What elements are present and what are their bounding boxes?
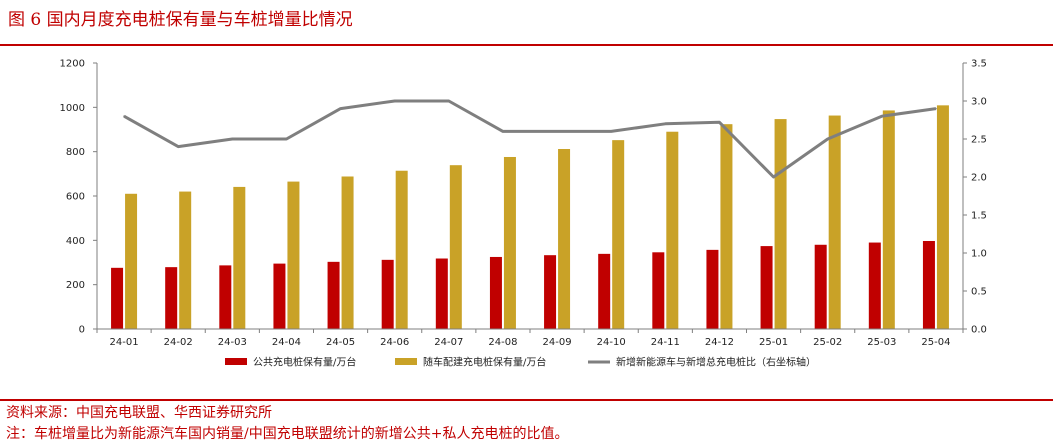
- bar-public: [435, 258, 448, 329]
- x-tick-label: 24-07: [434, 337, 463, 348]
- bar-public: [598, 253, 611, 329]
- bar-public: [273, 263, 286, 329]
- right-tick-label: 3.0: [971, 97, 987, 108]
- x-tick-label: 25-02: [813, 337, 842, 348]
- legend: 公共充电桩保有量/万台 随车配建充电桩保有量/万台 新增新能源车与新增总充电桩比（右…: [225, 356, 816, 369]
- bar-public: [814, 244, 827, 329]
- x-tick-label: 24-12: [705, 337, 734, 348]
- figure-title: 图 6 国内月度充电桩保有量与车桩增量比情况: [8, 10, 353, 30]
- x-tick-label: 25-03: [867, 337, 896, 348]
- right-axis: 0.0 0.5 1.0 1.5 2.0 2.5 3.0 3.5: [962, 59, 987, 336]
- legend-private-label: 随车配建充电桩保有量/万台: [423, 356, 546, 369]
- x-tick-label: 24-09: [543, 337, 572, 348]
- x-tick-label: 24-06: [380, 337, 409, 348]
- ratio-line: [123, 99, 937, 179]
- ratio-point: [502, 130, 504, 133]
- x-tick-label: 24-05: [326, 337, 355, 348]
- left-tick-label: 400: [66, 236, 85, 247]
- x-tick-label: 24-10: [597, 337, 626, 348]
- ratio-point: [556, 130, 558, 133]
- right-tick-label: 0.0: [971, 325, 987, 336]
- bar-public: [165, 267, 178, 329]
- bar-private: [449, 165, 462, 329]
- bar-public: [219, 265, 232, 329]
- bar-private: [503, 156, 516, 329]
- bar-private: [774, 119, 787, 329]
- left-tick-label: 800: [66, 147, 85, 158]
- ratio-point: [339, 107, 342, 110]
- bar-public: [868, 242, 881, 329]
- bar-public: [111, 267, 124, 329]
- right-tick-label: 1.0: [971, 249, 987, 260]
- ratio-point: [231, 138, 234, 140]
- legend-public-swatch: [225, 358, 247, 365]
- left-tick-label: 0: [79, 325, 85, 336]
- ratio-point: [123, 115, 125, 117]
- bar-private: [882, 110, 895, 329]
- bottom-rule: [0, 399, 1053, 401]
- ratio-point: [826, 138, 829, 140]
- bar-private: [936, 105, 949, 329]
- x-tick-label: 24-04: [272, 337, 301, 348]
- bar-private: [666, 131, 679, 329]
- bar-public: [706, 249, 719, 329]
- left-tick-label: 200: [66, 280, 85, 291]
- left-axis: 0 200 400 600 800 1000 1200: [60, 59, 98, 336]
- right-tick-label: 2.5: [971, 135, 987, 146]
- left-tick-label: 1200: [60, 59, 85, 70]
- legend-public-label: 公共充电桩保有量/万台: [253, 356, 356, 369]
- bar-public: [489, 256, 502, 329]
- bar-private: [341, 176, 354, 329]
- ratio-point: [285, 138, 288, 140]
- bar-private: [395, 170, 408, 329]
- right-tick-label: 0.5: [971, 287, 987, 298]
- x-tick-label: 25-04: [921, 337, 950, 348]
- bar-private: [720, 124, 733, 330]
- ratio-point: [610, 130, 612, 133]
- x-tick-label: 24-11: [651, 337, 680, 348]
- ratio-point: [772, 176, 775, 178]
- right-tick-label: 2.0: [971, 173, 987, 184]
- legend-private-swatch: [395, 358, 417, 365]
- legend-ratio-label: 新增新能源车与新增总充电桩比（右坐标轴）: [616, 356, 816, 369]
- bar-public: [327, 261, 340, 329]
- bar-private: [287, 181, 300, 329]
- bar-private: [558, 149, 571, 329]
- ratio-point: [718, 121, 721, 124]
- top-rule: [0, 44, 1053, 46]
- right-tick-label: 3.5: [971, 59, 987, 70]
- ratio-point: [935, 107, 937, 110]
- left-tick-label: 1000: [60, 103, 85, 114]
- bars: [111, 105, 949, 330]
- x-axis: 24-01 24-02 24-03 24-04 24-05 24-06 24-07 24-08…: [96, 328, 964, 348]
- bar-private: [125, 193, 138, 329]
- ratio-point: [881, 115, 883, 117]
- bar-public: [760, 246, 773, 329]
- ratio-point: [393, 100, 396, 102]
- ratio-point: [448, 100, 450, 102]
- bar-public: [544, 255, 557, 329]
- left-tick-label: 600: [66, 192, 85, 203]
- x-tick-label: 24-08: [488, 337, 517, 348]
- x-tick-label: 25-01: [759, 337, 788, 348]
- bar-private: [179, 191, 192, 329]
- footnote: 注：车桩增量比为新能源汽车国内销量/中国充电联盟统计的新增公共+私人充电桩的比值…: [6, 426, 569, 442]
- right-tick-label: 1.5: [971, 211, 987, 222]
- ratio-point: [664, 123, 667, 125]
- bar-private: [233, 186, 246, 329]
- x-tick-label: 24-01: [110, 337, 139, 348]
- source-note: 资料来源：中国充电联盟、华西证券研究所: [6, 405, 272, 421]
- x-tick-label: 24-03: [218, 337, 247, 348]
- bar-public: [381, 259, 394, 329]
- bar-public: [652, 252, 665, 329]
- ratio-polyline: [123, 99, 937, 179]
- x-tick-label: 24-02: [164, 337, 193, 348]
- bar-private: [828, 115, 841, 329]
- bar-public: [922, 240, 935, 329]
- bar-private: [612, 140, 625, 329]
- ratio-point: [177, 145, 179, 148]
